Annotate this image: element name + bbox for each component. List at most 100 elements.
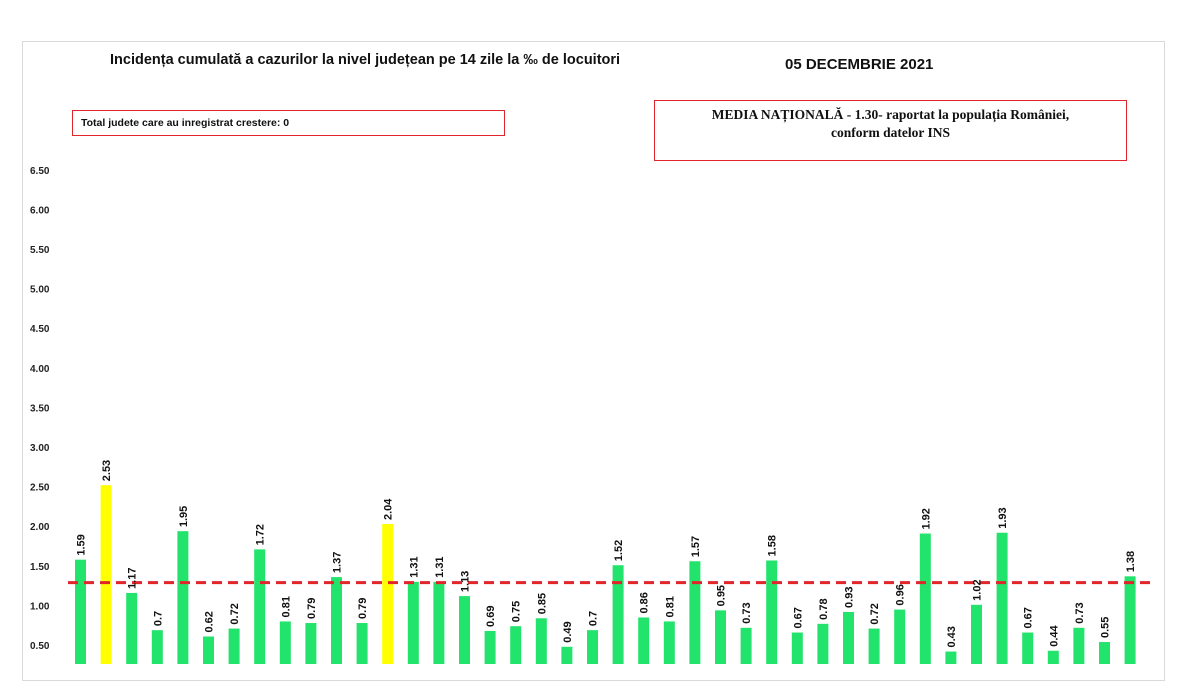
bar [612, 565, 624, 664]
bar [715, 610, 726, 664]
bar [971, 604, 982, 664]
y-tick-label: 5.50 [30, 245, 50, 256]
bar-value-label: 0.49 [562, 621, 574, 642]
bar-value-label: 0.79 [357, 598, 369, 619]
bar-value-label: 1.17 [127, 568, 139, 589]
bar [740, 627, 752, 664]
chart-title: Incidența cumulată a cazurilor la nivel … [110, 52, 621, 68]
bar [868, 628, 880, 664]
bar-value-label: 0.81 [280, 596, 292, 617]
bar-value-label: 1.31 [434, 556, 446, 577]
bar-value-label: 0.95 [716, 585, 728, 606]
bar-value-label: 1.72 [255, 524, 267, 545]
y-tick-label: 6.00 [30, 205, 50, 216]
bar-value-label: 0.67 [1023, 607, 1035, 628]
bar [1073, 627, 1085, 664]
bar-value-label: 0.86 [639, 592, 651, 613]
bar [484, 630, 496, 664]
bar-value-label: 1.13 [460, 571, 472, 592]
bar-value-label: 0.73 [741, 602, 753, 623]
bar [894, 609, 906, 664]
bar [305, 623, 317, 664]
bar [663, 621, 675, 664]
bar-value-label: 2.04 [383, 498, 395, 520]
bar-value-label: 0.72 [869, 603, 881, 624]
bar [689, 561, 701, 664]
bar [919, 533, 931, 664]
national-average-line2: conform datelor INS [831, 125, 950, 140]
bar [817, 623, 829, 664]
bar [587, 630, 598, 664]
bar [1099, 642, 1110, 664]
bar-chart: 0.50 1.00 1.50 2.00 2.50 3.00 3.50 4.00 4.50 5.00… [30, 166, 1150, 664]
bar-value-label: 0.67 [792, 607, 804, 628]
bar-value-label: 0.96 [895, 584, 907, 605]
bar [459, 596, 470, 664]
bar [382, 524, 394, 664]
bar-value-label: 1.31 [408, 556, 420, 577]
increase-count-text: Total judete care au inregistrat crester… [81, 117, 290, 129]
bar-value-label: 0.69 [485, 606, 497, 627]
bar [638, 617, 650, 664]
bar [75, 559, 86, 664]
y-tick-label: 3.50 [30, 403, 50, 414]
bar [1022, 632, 1034, 664]
bar [535, 618, 547, 664]
national-average-line1: MEDIA NAȚIONALĂ - 1.30- raportat la popu… [711, 107, 1070, 122]
bar [151, 630, 163, 664]
y-tick-label: 1.00 [30, 601, 50, 612]
bar [203, 636, 214, 664]
bar [945, 651, 957, 664]
bar-value-label: 0.93 [844, 587, 856, 608]
bar [177, 531, 189, 664]
report-date: 05 DECEMBRIE 2021 [785, 56, 934, 73]
bar [356, 623, 368, 664]
y-tick-label: 1.50 [30, 562, 50, 573]
bar [510, 626, 522, 664]
bar [843, 611, 854, 664]
bar [331, 577, 342, 664]
bar [1124, 576, 1136, 664]
bar [1047, 650, 1059, 664]
bar [766, 560, 778, 664]
bar-value-label: 1.02 [972, 579, 984, 600]
bar [791, 632, 803, 664]
bar [433, 581, 445, 664]
bar-value-label: 0.62 [204, 611, 216, 632]
bar-value-label: 2.53 [101, 460, 113, 481]
y-tick-label: 2.00 [30, 522, 50, 533]
bar-value-label: 0.85 [536, 593, 548, 614]
y-tick-label: 5.00 [30, 285, 50, 296]
y-tick-label: 4.00 [30, 364, 50, 375]
bar-value-label: 1.93 [997, 507, 1009, 528]
bar-value-label: 0.81 [664, 596, 676, 617]
bar [996, 532, 1008, 664]
y-tick-label: 0.50 [30, 641, 50, 652]
bar-value-label: 1.52 [613, 540, 625, 561]
y-tick-label: 6.50 [30, 166, 50, 177]
bar-value-label: 0.55 [1100, 617, 1112, 638]
bar-value-label: 0.75 [511, 601, 523, 622]
bar [100, 485, 112, 664]
bar-value-label: 0.44 [1048, 624, 1060, 646]
bar-value-label: 0.79 [306, 598, 318, 619]
bar-value-label: 1.58 [767, 535, 779, 556]
bar-value-label: 0.73 [1074, 602, 1086, 623]
bar [228, 628, 240, 664]
bar-value-label: 1.38 [1125, 551, 1137, 572]
bar [407, 581, 419, 664]
bar [254, 549, 266, 664]
bar-value-label: 1.92 [920, 508, 932, 529]
y-tick-label: 4.50 [30, 324, 50, 335]
bar [126, 592, 138, 664]
increase-count-box: Total judete care au inregistrat crester… [72, 110, 505, 136]
y-tick-label: 3.00 [30, 443, 50, 454]
bar-value-label: 0.7 [588, 611, 600, 626]
bar-value-label: 1.37 [332, 552, 344, 573]
y-tick-label: 2.50 [30, 483, 50, 494]
bar-value-label: 0.43 [946, 626, 958, 647]
bar-value-label: 0.7 [152, 611, 164, 626]
bar-value-label: 1.57 [690, 536, 702, 557]
bar-value-label: 1.95 [178, 506, 190, 527]
bar-value-label: 0.78 [818, 598, 830, 619]
